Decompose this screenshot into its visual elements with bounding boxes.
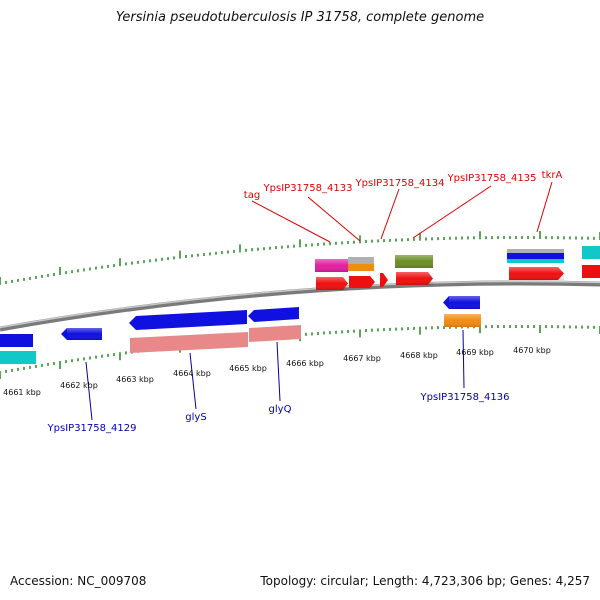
scale-label: 4665 kbp bbox=[229, 364, 267, 373]
bottom-label-leaders bbox=[85, 329, 465, 421]
gene-label-tag[interactable]: tag bbox=[244, 190, 260, 201]
bottom-strand-genes bbox=[0, 296, 481, 364]
gene-glyQ[interactable] bbox=[248, 307, 299, 322]
gene-red-3[interactable] bbox=[380, 273, 388, 287]
genome-backbone bbox=[0, 280, 600, 332]
scale-label: 4662 kbp bbox=[60, 381, 98, 390]
gene-label-4129[interactable]: YpsIP31758_4129 bbox=[47, 423, 137, 434]
gene-4133-upper[interactable] bbox=[348, 257, 374, 264]
scale-label: 4669 kbp bbox=[456, 348, 494, 357]
gene-red-2[interactable] bbox=[349, 276, 375, 288]
gene-label-4133[interactable]: YpsIP31758_4133 bbox=[263, 183, 353, 194]
gene-label-glyQ[interactable]: glyQ bbox=[269, 404, 292, 415]
top-label-leaders bbox=[251, 181, 553, 243]
gene-edge-cyan[interactable] bbox=[582, 246, 600, 259]
scale-label: 4670 kbp bbox=[513, 346, 551, 355]
gene-edge-red[interactable] bbox=[582, 265, 600, 278]
map-title: Yersinia pseudotuberculosis IP 31758, co… bbox=[115, 10, 485, 25]
genome-backbone-highlight bbox=[0, 280, 600, 329]
gene-glyS-pink[interactable] bbox=[130, 332, 248, 353]
gene-label-4134[interactable]: YpsIP31758_4134 bbox=[355, 178, 445, 189]
gene-blue-edge[interactable] bbox=[0, 334, 33, 347]
gene-glyQ-pink[interactable] bbox=[249, 325, 301, 342]
gene-label-glyS[interactable]: glyS bbox=[185, 412, 206, 423]
gene-label-4136[interactable]: YpsIP31758_4136 bbox=[420, 392, 510, 403]
gene-4133-lower[interactable] bbox=[348, 264, 374, 271]
scale-label: 4664 kbp bbox=[173, 369, 211, 378]
gene-glyS[interactable] bbox=[129, 310, 247, 330]
accession-text: Accession: NC_009708 bbox=[10, 574, 147, 588]
gene-label-4135[interactable]: YpsIP31758_4135 bbox=[447, 173, 537, 184]
scale-label: 4661 kbp bbox=[3, 388, 41, 397]
gene-label-tkrA[interactable]: tkrA bbox=[542, 170, 563, 181]
scale-label: 4668 kbp bbox=[400, 351, 438, 360]
gene-tkrA-blue[interactable] bbox=[507, 253, 564, 259]
scale-label: 4666 kbp bbox=[286, 359, 324, 368]
scale-label: 4667 kbp bbox=[343, 354, 381, 363]
gene-tkrA-cyan[interactable] bbox=[507, 259, 564, 263]
top-strand-genes bbox=[315, 246, 600, 290]
scale-label: 4663 kbp bbox=[116, 375, 154, 384]
topology-summary: Topology: circular; Length: 4,723,306 bp… bbox=[260, 574, 590, 588]
gene-cyan-edge[interactable] bbox=[0, 351, 36, 364]
scale-ticks-top bbox=[0, 231, 600, 285]
gene-tkrA-grey[interactable] bbox=[507, 249, 564, 253]
